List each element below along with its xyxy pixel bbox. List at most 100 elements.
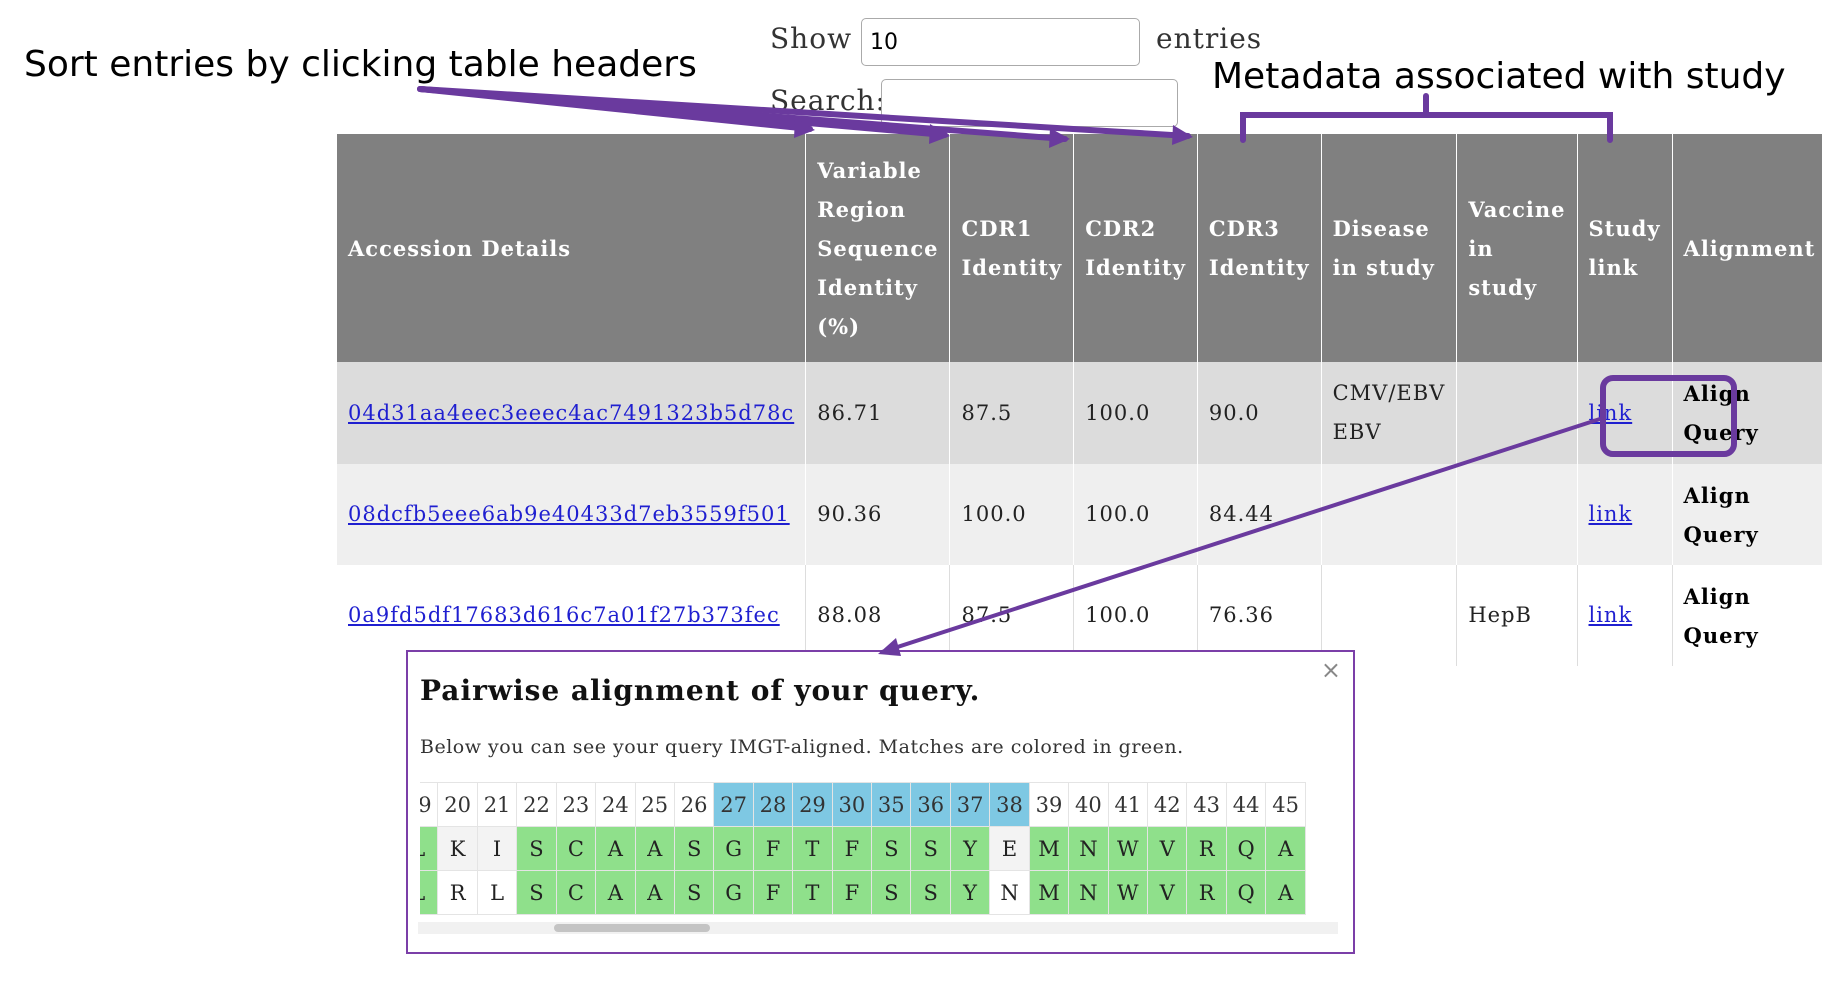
cdr3-cell: 76.36 (1197, 565, 1322, 666)
alignment-query-residue: G (713, 826, 754, 871)
accession-cell[interactable]: 0a9fd5df17683d616c7a01f27b373fec (337, 565, 807, 666)
header-disease-in-study[interactable]: Disease in study (1321, 134, 1458, 362)
header-alignment[interactable]: Alignment (1672, 134, 1822, 362)
alignment-position-cell: 28 (752, 782, 794, 827)
alignment-query-residue: Y (949, 826, 991, 871)
alignment-query-residue: K (437, 826, 478, 871)
alignment-query-residue: L (420, 826, 439, 871)
accession-cell[interactable]: 04d31aa4eec3eeec4ac7491323b5d78c (337, 362, 807, 464)
header-cdr2-identity[interactable]: CDR2 Identity (1073, 134, 1198, 362)
table-header-row: Accession Details Variable Region Sequen… (337, 134, 1822, 362)
vaccine-cell: HepB (1456, 565, 1578, 666)
alignment-target-residue: L (420, 870, 439, 915)
alignment-target-residue: N (989, 870, 1030, 915)
alignment-modal: × Pairwise alignment of your query. Belo… (406, 650, 1355, 954)
study-link[interactable]: link (1588, 502, 1633, 526)
alignment-viewer[interactable]: 1920212223242526272829303536373839404142… (420, 782, 1328, 917)
alignment-position-cell: 21 (476, 782, 518, 827)
accession-cell[interactable]: 08dcfb5eee6ab9e40433d7eb3559f501 (337, 464, 807, 565)
alignment-target-residue: A (634, 870, 675, 915)
study-link-cell[interactable]: link (1577, 565, 1673, 666)
header-vr-identity[interactable]: Variable Region Sequence Identity (%) (805, 134, 951, 362)
alignment-position-cell: 44 (1225, 782, 1267, 827)
arrow-head-1 (794, 118, 815, 138)
alignment-query-residue: S (871, 826, 912, 871)
entries-count-input[interactable] (861, 18, 1140, 66)
alignment-position-row: 1920212223242526272829303536373839404142… (420, 782, 1306, 827)
study-link[interactable]: link (1588, 603, 1633, 627)
align-query-button[interactable]: Align Query (1672, 565, 1822, 666)
vaccine-cell (1456, 464, 1578, 565)
arrow-head-3 (1049, 128, 1070, 148)
table-row: 0a9fd5df17683d616c7a01f27b373fec 88.08 8… (337, 565, 1822, 666)
metadata-hint-annotation: Metadata associated with study (1212, 56, 1786, 97)
alignment-position-cell: 40 (1068, 782, 1109, 827)
alignment-target-residue: C (555, 870, 597, 915)
alignment-query-residue: I (476, 826, 518, 871)
alignment-target-residue: S (910, 870, 951, 915)
accession-link[interactable]: 0a9fd5df17683d616c7a01f27b373fec (348, 603, 780, 627)
alignment-query-residue: V (1147, 826, 1188, 871)
alignment-target-residue: S (673, 870, 715, 915)
alignment-target-residue: T (792, 870, 833, 915)
table-row: 04d31aa4eec3eeec4ac7491323b5d78c 86.71 8… (337, 362, 1822, 464)
alignment-query-residue: A (634, 826, 675, 871)
show-label: Show (770, 22, 853, 55)
cdr1-cell: 87.5 (949, 362, 1075, 464)
disease-cell (1321, 464, 1458, 565)
modal-pointer-arrow (880, 416, 1605, 654)
accession-link[interactable]: 08dcfb5eee6ab9e40433d7eb3559f501 (348, 502, 790, 526)
entries-label: entries (1156, 22, 1263, 55)
sort-hint-annotation: Sort entries by clicking table headers (24, 44, 697, 85)
accession-link[interactable]: 04d31aa4eec3eeec4ac7491323b5d78c (348, 400, 795, 425)
alignment-target-residue: N (1068, 870, 1109, 915)
cdr2-cell: 100.0 (1073, 362, 1198, 464)
header-study-link[interactable]: Study link (1577, 134, 1673, 362)
alignment-position-cell: 23 (555, 782, 597, 827)
header-cdr3-identity[interactable]: CDR3 Identity (1197, 134, 1322, 362)
header-accession-details[interactable]: Accession Details (337, 134, 807, 362)
arrow-head-2 (929, 124, 950, 144)
alignment-position-cell: 19 (420, 782, 439, 827)
header-cdr1-identity[interactable]: CDR1 Identity (949, 134, 1075, 362)
vr-identity-cell: 88.08 (805, 565, 951, 666)
study-link-cell[interactable]: link (1577, 362, 1673, 464)
alignment-target-residue: W (1107, 870, 1149, 915)
align-query-button[interactable]: Align Query (1672, 362, 1822, 464)
alignment-position-cell: 35 (871, 782, 912, 827)
scrollbar-thumb[interactable] (554, 924, 710, 932)
alignment-query-residue: E (989, 826, 1030, 871)
alignment-target-residue: R (1186, 870, 1227, 915)
alignment-scrollbar[interactable] (418, 922, 1338, 934)
vr-identity-cell: 86.71 (805, 362, 951, 464)
alignment-position-cell: 25 (634, 782, 675, 827)
alignment-target-residue: G (713, 870, 754, 915)
header-vaccine-in-study[interactable]: Vaccine in study (1456, 134, 1578, 362)
cdr3-cell: 90.0 (1197, 362, 1322, 464)
alignment-position-cell: 26 (673, 782, 715, 827)
study-link-cell[interactable]: link (1577, 464, 1673, 565)
modal-description: Below you can see your query IMGT-aligne… (420, 736, 1184, 758)
metadata-bracket (1240, 112, 1613, 143)
arrow-head-modal (878, 638, 901, 656)
alignment-query-residue: S (516, 826, 557, 871)
alignment-query-residue: S (673, 826, 715, 871)
alignment-target-residue: M (1028, 870, 1070, 915)
sort-arrow-4 (417, 86, 1191, 139)
alignment-query-residue: T (792, 826, 833, 871)
alignment-target-residue: R (437, 870, 478, 915)
cdr1-cell: 100.0 (949, 464, 1075, 565)
alignment-position-cell: 43 (1186, 782, 1227, 827)
close-icon[interactable]: × (1320, 656, 1341, 684)
alignment-position-cell: 20 (437, 782, 478, 827)
alignment-position-cell: 27 (713, 782, 754, 827)
disease-cell: CMV/EBV EBV (1321, 362, 1458, 464)
alignment-target-row: LRLSCAASGFTFSSYNMNWVRQA (420, 870, 1306, 915)
disease-cell (1321, 565, 1458, 666)
align-query-button[interactable]: Align Query (1672, 464, 1822, 565)
alignment-target-residue: Q (1225, 870, 1267, 915)
alignment-position-cell: 39 (1028, 782, 1070, 827)
alignment-target-residue: F (831, 870, 873, 915)
modal-title: Pairwise alignment of your query. (420, 674, 981, 707)
